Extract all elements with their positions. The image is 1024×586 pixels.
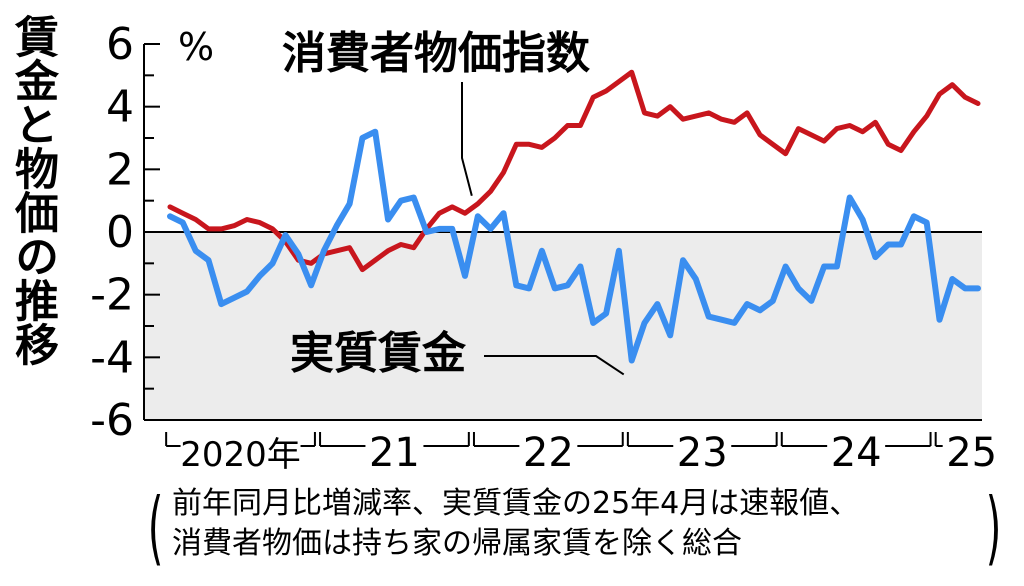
year-label: 2020年 — [180, 435, 301, 475]
real-wage-leader-line — [484, 355, 625, 376]
y-tick-label: -6 — [90, 395, 134, 446]
y-tick-label: 2 — [106, 144, 134, 195]
cpi-series-label: 消費者物価指数 — [282, 28, 590, 79]
year-label: 24 — [831, 430, 882, 476]
footnote-line-1: 前年同月比増減率、実質賃金の25年4月は速報値、 — [172, 486, 860, 521]
note-close-paren: ) — [985, 481, 1002, 574]
year-label: 23 — [677, 430, 728, 476]
negative-region-shading — [144, 232, 982, 420]
unit-label: % — [178, 25, 214, 69]
y-tick-label: 0 — [106, 207, 134, 258]
y-tick-label: 6 — [106, 19, 134, 70]
year-label: 22 — [523, 430, 574, 476]
note-open-paren: ( — [147, 481, 164, 574]
axes-layer: 6 4 2 0 -2 -4 -6% 2020年 21 22 23 24 25 — [90, 19, 997, 476]
chart-title: 賃金と物価の推移 — [7, 14, 58, 366]
y-tick-label: -4 — [90, 332, 134, 383]
y-tick-label: 4 — [106, 82, 134, 133]
series-layer — [167, 69, 981, 364]
y-tick-label: -2 — [90, 270, 134, 321]
footnote: 前年同月比増減率、実質賃金の25年4月は速報値、 消費者物価は持ち家の帰属家賃を… — [172, 484, 859, 564]
footnote-line-2: 消費者物価は持ち家の帰属家賃を除く総合 — [172, 526, 742, 561]
real-wage-series-label: 実質賃金 — [290, 328, 467, 379]
year-label: 21 — [369, 430, 420, 476]
cpi-leader-line — [461, 82, 473, 197]
year-label: 25 — [946, 430, 997, 476]
real-wage-line — [167, 128, 981, 364]
negative-band-layer — [144, 232, 982, 420]
